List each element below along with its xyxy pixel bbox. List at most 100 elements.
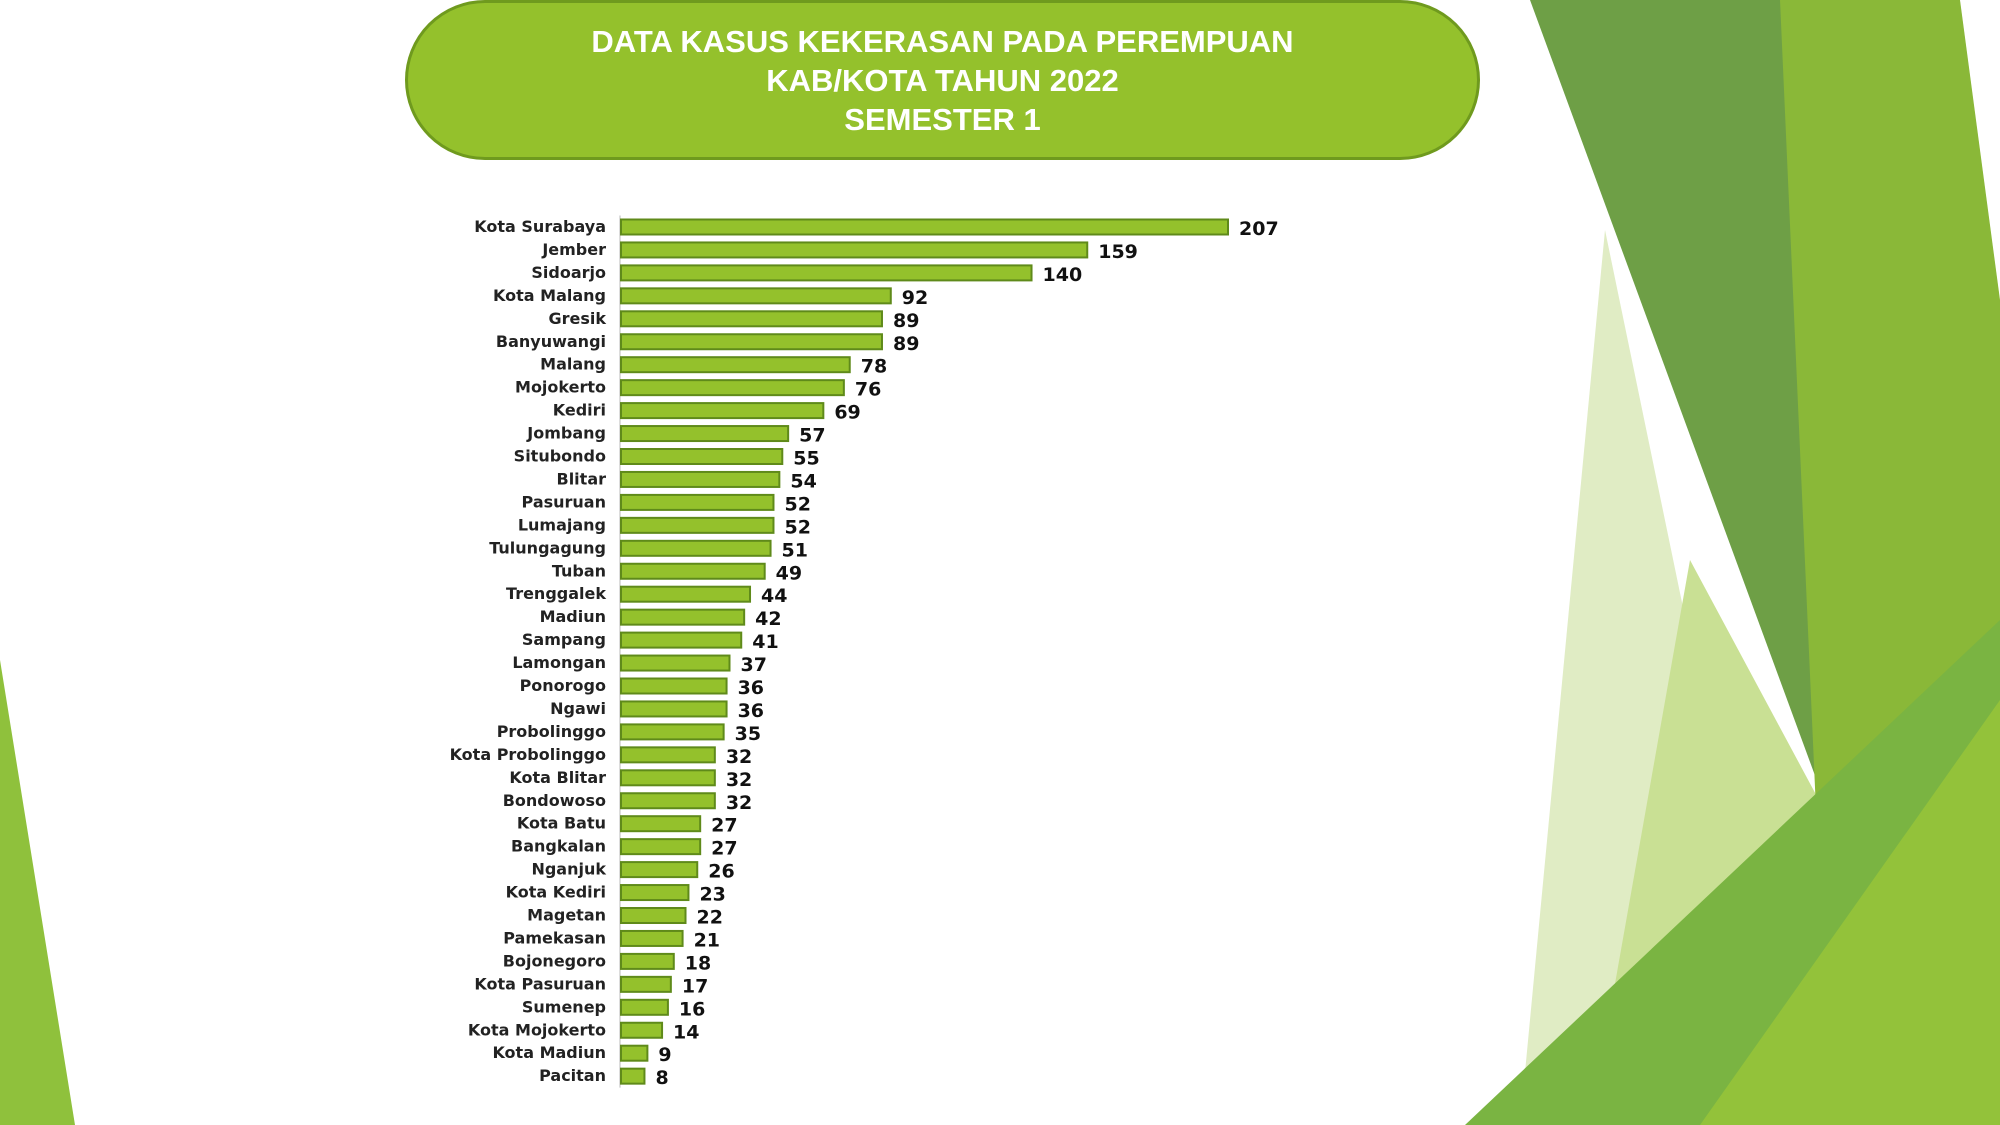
category-label: Pamekasan (503, 928, 606, 947)
data-label: 92 (902, 287, 928, 309)
data-label: 51 (782, 539, 808, 561)
bg-shape-left-edge (0, 660, 75, 1125)
bar (620, 654, 731, 672)
category-label: Lamongan (512, 653, 606, 672)
data-label: 76 (855, 379, 881, 401)
data-label: 89 (893, 333, 919, 355)
bar (620, 907, 687, 924)
data-label: 41 (752, 631, 778, 653)
bar (620, 218, 1229, 236)
category-label: Bojonegoro (503, 951, 606, 970)
category-label: Pacitan (539, 1066, 606, 1085)
category-label: Blitar (557, 469, 607, 488)
category-label: Ponorogo (520, 676, 606, 695)
title-line-1: DATA KASUS KEKERASAN PADA PEREMPUAN (591, 23, 1294, 59)
bar (620, 516, 775, 534)
category-label: Bangkalan (511, 837, 606, 856)
category-label: Situbondo (514, 447, 606, 466)
data-label: 159 (1098, 241, 1138, 263)
data-label: 22 (697, 907, 723, 929)
data-label: 27 (711, 838, 737, 860)
data-label: 21 (694, 929, 720, 951)
bar (620, 1021, 664, 1039)
data-label: 55 (793, 448, 819, 470)
bg-shape-bottom-lime (1700, 700, 2000, 1125)
bar (620, 952, 675, 970)
bar (620, 792, 716, 810)
category-label: Magetan (527, 906, 606, 925)
data-label: 49 (776, 562, 802, 584)
bar (620, 310, 883, 328)
bar (620, 861, 699, 879)
bars-group: Kota Surabaya 207 Jember 159 Sidoarjo 140 Kota… (450, 217, 1279, 1089)
bar (620, 975, 672, 993)
category-label: Gresik (548, 309, 606, 328)
bg-shape-right-dark (1530, 0, 1835, 830)
category-label: Kota Malang (493, 286, 606, 305)
data-label: 57 (799, 425, 825, 447)
bar (620, 333, 883, 351)
bar (620, 631, 743, 649)
category-label: Kota Probolinggo (450, 745, 606, 764)
data-label: 36 (738, 677, 764, 699)
bar (620, 264, 1033, 282)
category-label: Kota Batu (517, 814, 606, 833)
category-label: Kota Kediri (506, 883, 606, 902)
title-line-3: SEMESTER 1 (844, 101, 1041, 137)
category-label: Trenggalek (506, 584, 606, 603)
category-label: Probolinggo (497, 722, 606, 741)
data-label: 26 (708, 861, 734, 883)
bar (620, 470, 781, 488)
data-label: 207 (1239, 218, 1279, 240)
data-label: 18 (685, 952, 711, 974)
category-label: Kota Surabaya (474, 217, 606, 236)
title-line-2: KAB/KOTA TAHUN 2022 (766, 62, 1119, 98)
data-label: 52 (784, 493, 810, 515)
bar (620, 700, 728, 718)
category-label: Banyuwangi (496, 332, 606, 351)
category-label: Nganjuk (531, 860, 606, 879)
bar (620, 929, 684, 947)
category-label: Lumajang (518, 515, 606, 534)
data-label: 8 (655, 1067, 668, 1089)
bar (620, 746, 716, 764)
data-label: 32 (726, 792, 752, 814)
bar (620, 1044, 649, 1062)
bar (620, 608, 746, 626)
data-label: 32 (726, 746, 752, 768)
category-label: Kota Pasuruan (474, 974, 606, 993)
bar (620, 241, 1089, 259)
data-label: 35 (735, 723, 761, 745)
category-label: Pasuruan (522, 492, 606, 511)
category-label: Kediri (553, 401, 606, 420)
bar (620, 562, 766, 580)
category-label: Kota Blitar (509, 768, 606, 787)
data-label: 54 (790, 470, 816, 492)
category-label: Ngawi (550, 699, 606, 718)
bar (620, 356, 851, 374)
data-label: 69 (834, 402, 860, 424)
bar (620, 425, 790, 443)
data-label: 42 (755, 608, 781, 630)
bar (620, 838, 702, 856)
category-label: Sampang (522, 630, 606, 649)
category-label: Mojokerto (515, 378, 606, 397)
category-label: Madiun (540, 607, 606, 626)
category-label: Kota Mojokerto (468, 1020, 606, 1039)
bar (620, 998, 669, 1016)
bar (620, 539, 772, 557)
data-label: 9 (658, 1044, 671, 1066)
category-label: Jombang (526, 424, 606, 443)
category-label: Malang (540, 355, 606, 374)
bar (620, 815, 702, 833)
category-label: Bondowoso (503, 791, 606, 810)
category-label: Sidoarjo (531, 263, 606, 282)
bar (620, 1067, 646, 1085)
category-label: Sumenep (522, 997, 606, 1016)
category-label: Jember (541, 240, 606, 259)
data-label: 52 (784, 516, 810, 538)
data-label: 27 (711, 815, 737, 837)
bar (620, 448, 784, 465)
